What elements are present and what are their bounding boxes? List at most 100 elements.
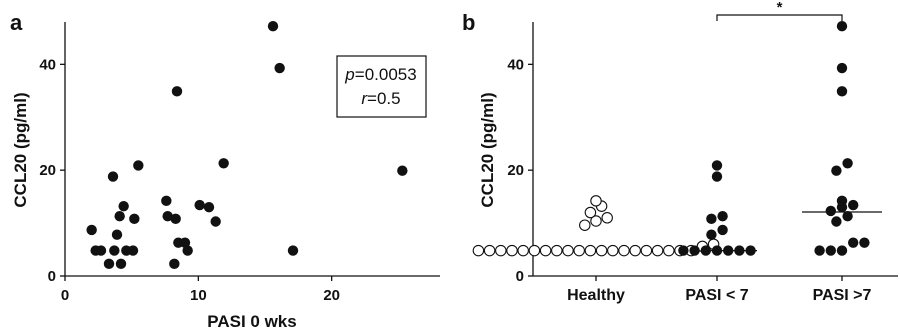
panel-b-data-point xyxy=(528,244,541,257)
panel-b-data-point xyxy=(584,206,597,219)
panel-a-y-tick-label: 40 xyxy=(39,56,56,73)
panel-a-data-point xyxy=(182,245,193,256)
panel-b-data-point xyxy=(734,245,745,256)
panel-b-data-point xyxy=(711,160,723,171)
panel-b-data-point xyxy=(825,245,836,256)
panel-a-y-tick-label: 0 xyxy=(48,268,56,285)
panel-b-data-point xyxy=(551,244,563,257)
panel-a-y-axis-label: CCL20 (pg/ml) xyxy=(11,92,30,207)
panel-b-y-tick-label: 20 xyxy=(507,162,524,179)
panel-b-data-point xyxy=(836,21,848,32)
panel-b-data-point xyxy=(706,213,717,225)
r-value-text: r=0.5 xyxy=(361,89,400,108)
panel-b-data-point xyxy=(723,245,734,256)
panel-a-data-point xyxy=(86,224,97,236)
panel-b-data-point xyxy=(717,211,728,222)
panel-b-data-point xyxy=(700,245,711,256)
panel-b-y-tick-label: 0 xyxy=(516,268,524,285)
panel-b-data-point xyxy=(618,244,630,257)
panel-a-data-point xyxy=(179,237,191,248)
significance-bracket xyxy=(716,14,843,21)
panel-b-data-point xyxy=(842,211,853,222)
panel-b-data-point xyxy=(651,244,664,257)
panel-b-data-point xyxy=(836,195,848,207)
panel-a-letter: a xyxy=(10,10,23,35)
panel-b-data-point xyxy=(595,244,608,257)
panel-a-x-axis-label: PASI 0 wks xyxy=(207,312,296,331)
panel-b-data-point xyxy=(717,224,728,236)
panel-b-data-point xyxy=(601,212,613,224)
panel-a-data-point xyxy=(133,160,144,171)
panel-a-data-point xyxy=(103,258,115,270)
panel-b-data-point xyxy=(678,245,689,256)
panel-a-x-tick-label: 20 xyxy=(323,287,340,304)
significance-marker: * xyxy=(777,0,783,16)
panel-b-data-point xyxy=(814,245,825,256)
panel-b-data-point xyxy=(506,244,518,257)
panel-b-data-point xyxy=(842,158,853,169)
panel-b-y-tick-label: 40 xyxy=(507,56,524,73)
panel-b-data-point xyxy=(607,244,619,257)
panel-b-data-point xyxy=(573,244,585,257)
panel-a-data-point xyxy=(203,202,215,213)
panel-b-data-point xyxy=(495,244,507,257)
p-value: =0.0053 xyxy=(355,65,417,84)
panel-b-category-label: PASI >7 xyxy=(813,287,872,304)
panel-b-letter: b xyxy=(462,10,475,35)
panel-b-data-point xyxy=(629,244,641,257)
panel-b-data-point xyxy=(483,244,496,257)
panel-a-data-point xyxy=(162,211,173,222)
panel-b-data-point xyxy=(590,195,602,207)
panel-b-data-point xyxy=(711,245,723,256)
panel-b-category-label: PASI < 7 xyxy=(685,287,748,304)
panel-b-data-point xyxy=(579,219,591,231)
panel-a-data-point xyxy=(161,195,172,207)
panel-b-data-point xyxy=(836,245,848,256)
panel-b-data-point xyxy=(859,237,870,248)
panel-b-data-point xyxy=(706,229,717,240)
panel-b-data-point xyxy=(562,244,574,257)
panel-b-data-point xyxy=(472,244,485,257)
panel-a-data-point xyxy=(111,229,123,240)
panel-a-data-point xyxy=(210,216,221,227)
panel-a-data-point xyxy=(127,245,139,256)
panel-a-data-point xyxy=(170,213,181,225)
panel-b-data-point xyxy=(831,216,842,227)
panel-a-data-point xyxy=(114,211,125,222)
panel-b-data-point xyxy=(584,244,597,257)
p-symbol: p xyxy=(344,65,354,84)
r-symbol: r xyxy=(361,89,368,108)
panel-a-x-tick-label: 10 xyxy=(190,287,207,304)
panel-a-data-point xyxy=(171,86,183,97)
panel-b-data-point xyxy=(539,244,552,257)
panel-a-data-point xyxy=(169,258,180,270)
p-value-text: p=0.0053 xyxy=(344,65,416,84)
panel-a-data-point xyxy=(118,200,129,212)
r-value: =0.5 xyxy=(367,89,401,108)
panel-b-data-point xyxy=(689,245,700,256)
panel-b-data-point xyxy=(711,171,723,182)
panel-b-category-label: Healthy xyxy=(567,287,625,304)
panel-a-y-tick-label: 20 xyxy=(39,162,56,179)
panel-b-data-point xyxy=(663,244,675,257)
panel-b-data-point xyxy=(640,244,653,257)
panel-a-data-point xyxy=(194,199,205,211)
panel-b-data-point xyxy=(831,165,842,176)
panel-a-data-point xyxy=(95,245,107,256)
panel-a-data-point xyxy=(109,245,120,256)
panel-a-data-point xyxy=(287,245,299,256)
panel-b-data-point xyxy=(848,237,859,248)
panel-a-x-tick-label: 0 xyxy=(61,287,69,304)
panel-a-data-point xyxy=(397,165,408,176)
panel-b-data-point xyxy=(836,62,848,74)
panel-a-data-point xyxy=(129,213,140,225)
panel-b-y-axis-label: CCL20 (pg/ml) xyxy=(478,92,497,207)
panel-a-data-point xyxy=(218,158,229,169)
panel-b-data-point xyxy=(590,215,602,227)
panel-b-data-point xyxy=(517,244,529,257)
panel-a-data-point xyxy=(267,21,279,32)
panel-a-data-point xyxy=(115,258,127,270)
panel-b: b 0 20 40 Healthy PASI < 7 PASI >7 CCL20 (pg… xyxy=(462,0,898,304)
panel-b-data-point xyxy=(836,86,848,97)
